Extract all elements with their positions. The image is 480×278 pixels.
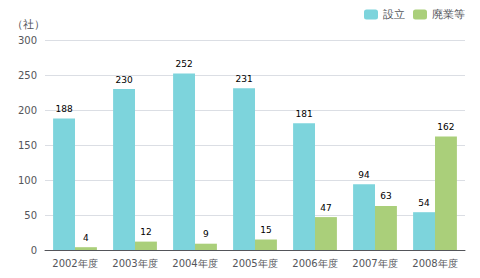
- svg-text:4: 4: [83, 233, 89, 243]
- svg-text:162: 162: [437, 122, 454, 132]
- svg-text:2004年度: 2004年度: [172, 258, 217, 269]
- svg-text:50: 50: [24, 210, 37, 221]
- svg-text:63: 63: [380, 191, 391, 201]
- svg-text:廃業等: 廃業等: [432, 8, 465, 21]
- svg-text:54: 54: [418, 198, 430, 208]
- svg-text:2007年度: 2007年度: [352, 258, 397, 269]
- svg-text:2002年度: 2002年度: [52, 258, 97, 269]
- svg-text:230: 230: [115, 75, 132, 85]
- svg-text:設立: 設立: [383, 8, 405, 21]
- svg-text:12: 12: [140, 227, 151, 237]
- svg-text:2003年度: 2003年度: [112, 258, 157, 269]
- svg-text:188: 188: [55, 104, 72, 114]
- svg-text:100: 100: [18, 175, 37, 186]
- svg-text:（社）: （社）: [12, 18, 45, 31]
- svg-text:47: 47: [320, 203, 331, 213]
- svg-text:150: 150: [18, 140, 37, 151]
- svg-text:0: 0: [31, 245, 37, 256]
- svg-text:2005年度: 2005年度: [232, 258, 277, 269]
- svg-text:231: 231: [235, 74, 252, 84]
- svg-text:94: 94: [358, 170, 370, 180]
- svg-text:15: 15: [260, 225, 271, 235]
- svg-text:252: 252: [175, 59, 192, 69]
- svg-text:300: 300: [18, 35, 37, 46]
- svg-text:2006年度: 2006年度: [292, 258, 337, 269]
- svg-text:200: 200: [18, 105, 37, 116]
- svg-text:250: 250: [18, 70, 37, 81]
- svg-text:2008年度: 2008年度: [412, 258, 457, 269]
- svg-text:9: 9: [203, 229, 209, 239]
- svg-text:181: 181: [295, 109, 312, 119]
